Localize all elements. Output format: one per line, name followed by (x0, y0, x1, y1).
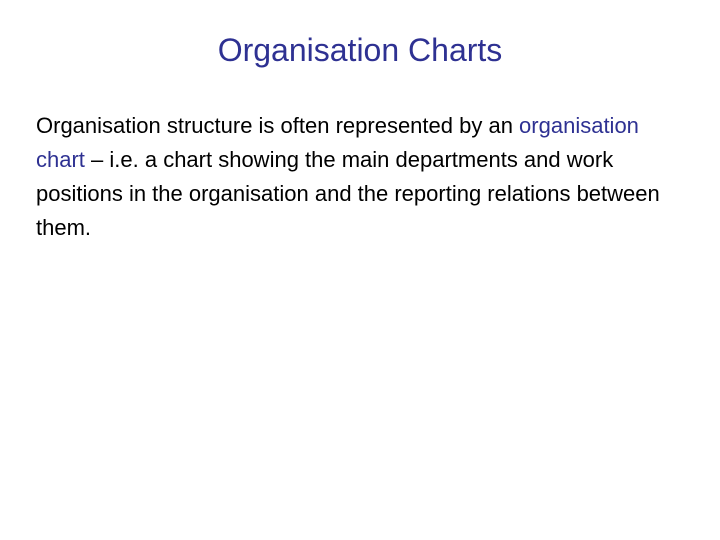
body-text-part2: – i.e. a chart showing the main departme… (36, 147, 660, 240)
slide-body: Organisation structure is often represen… (36, 109, 684, 245)
body-text-part1: Organisation structure is often represen… (36, 113, 519, 138)
slide-title: Organisation Charts (36, 32, 684, 69)
